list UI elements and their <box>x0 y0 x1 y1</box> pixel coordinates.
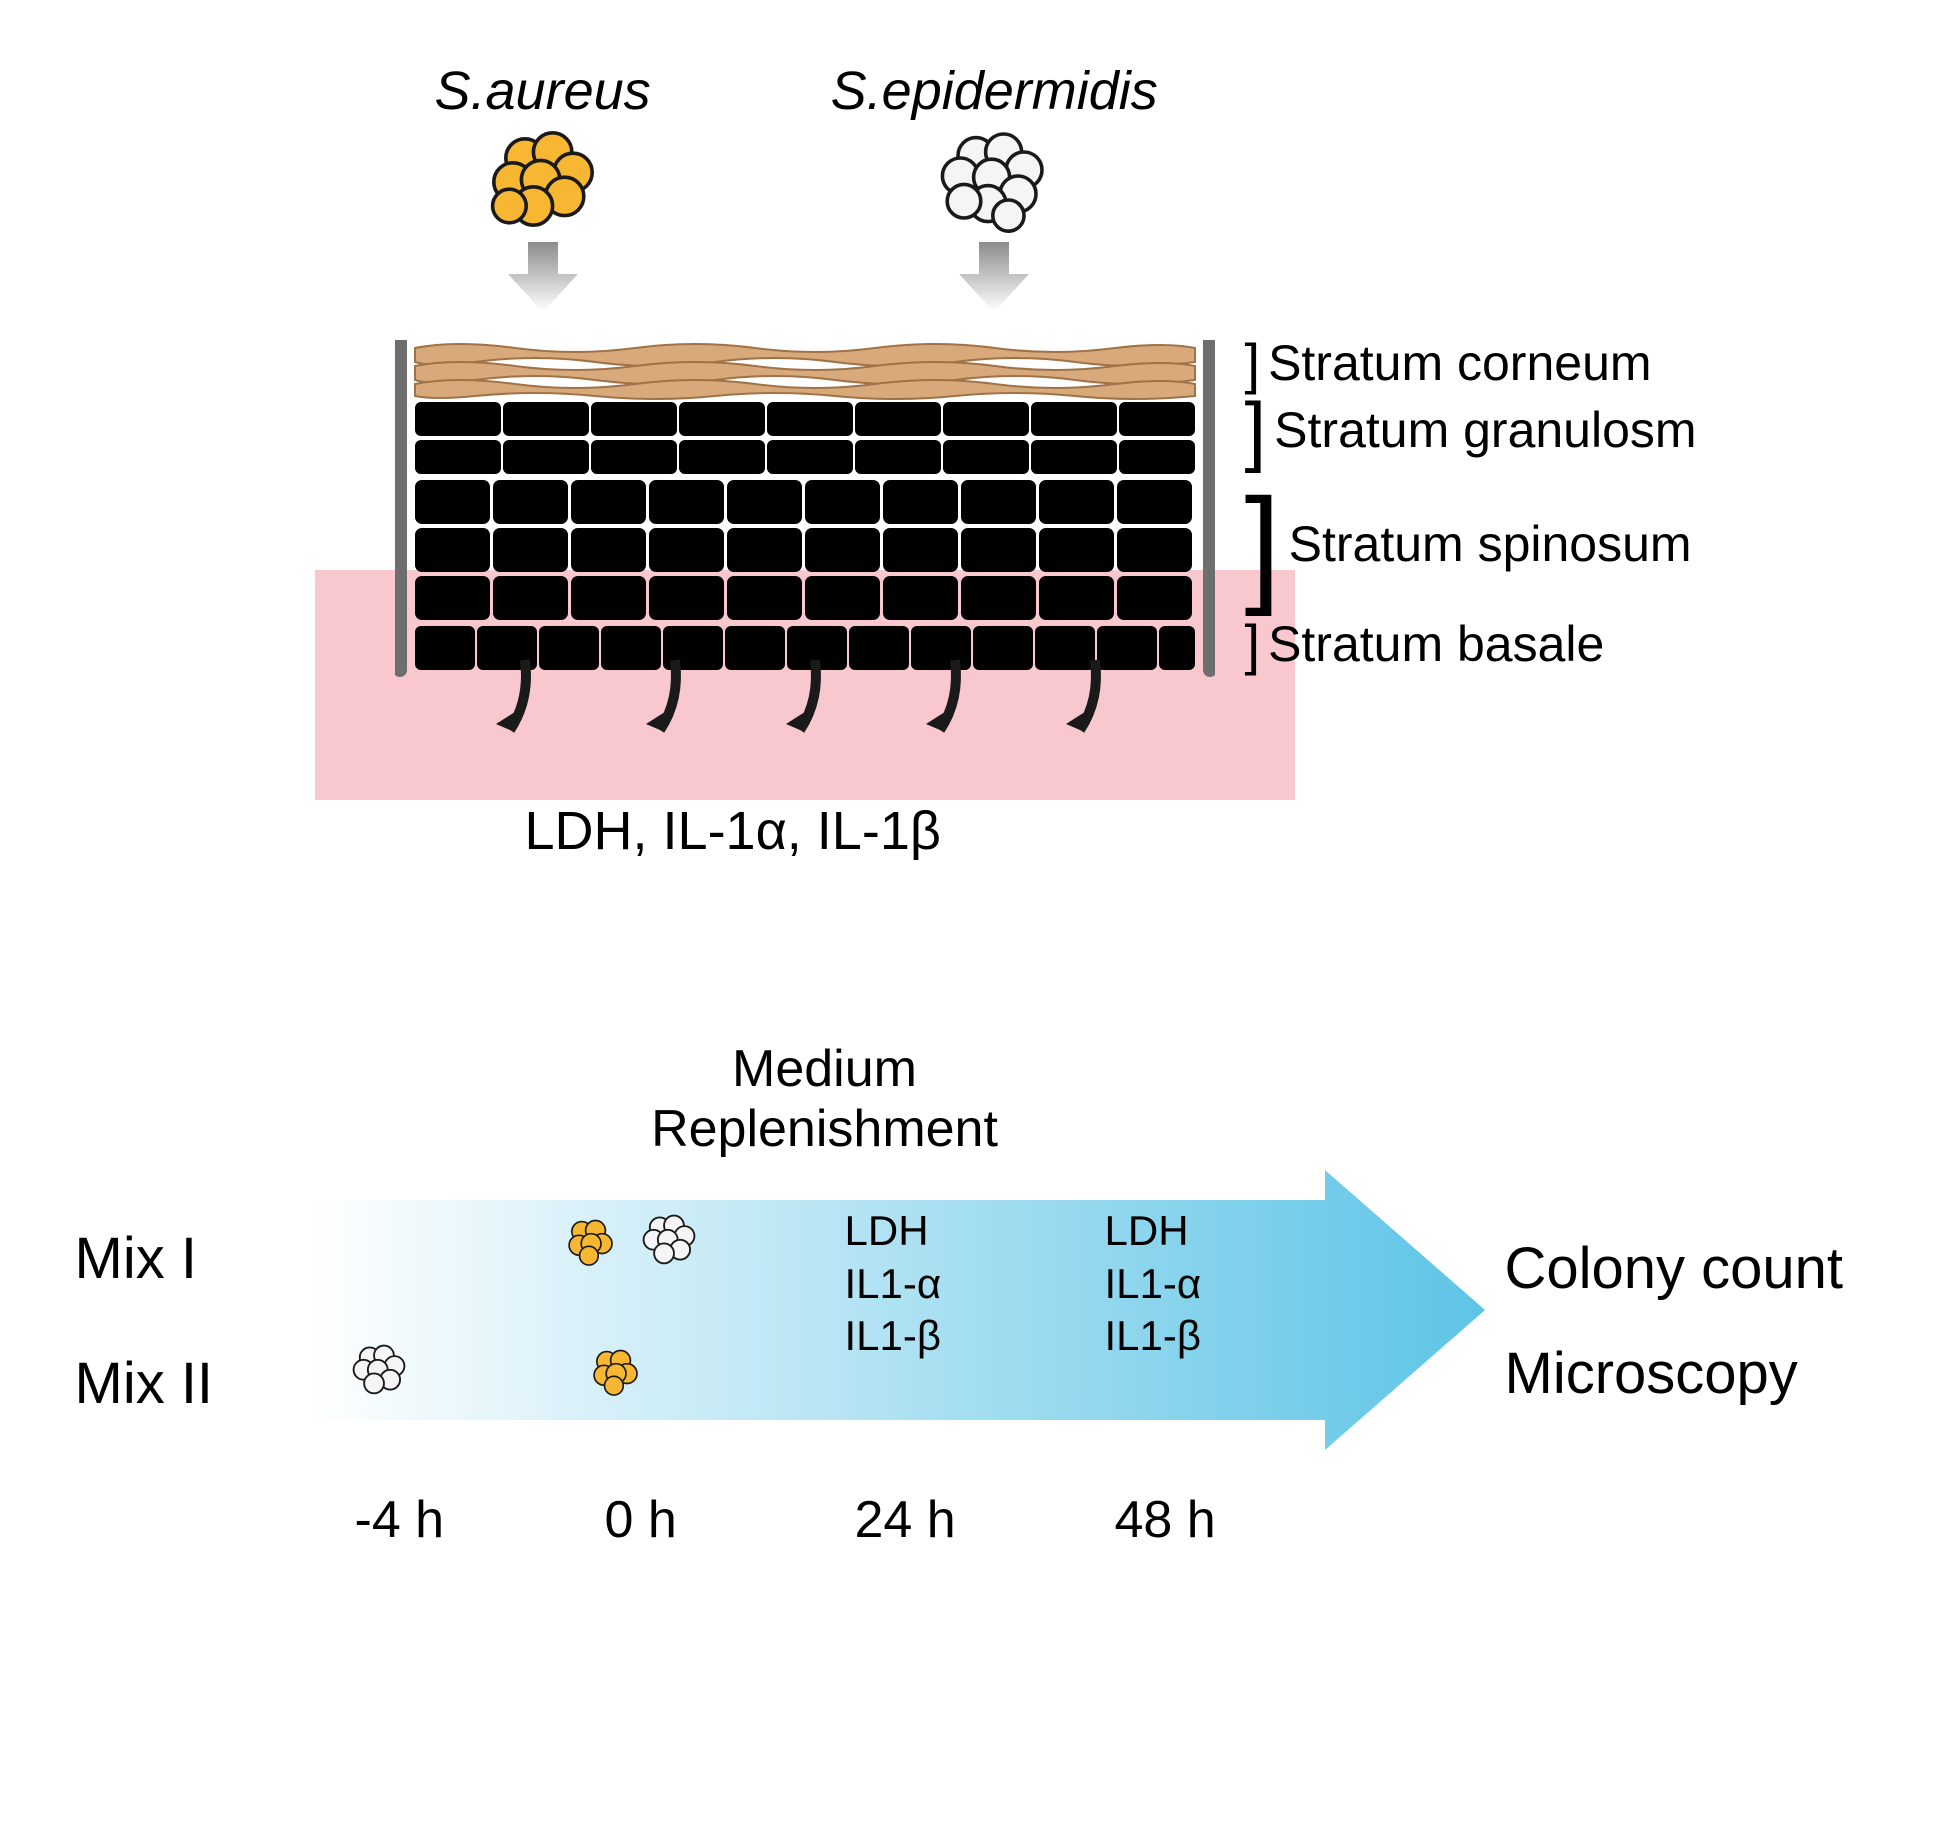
measurements-24h: LDH IL1-α IL1-β <box>845 1205 942 1363</box>
aureus-small-icon <box>560 1215 620 1270</box>
layer-labels: ] Stratum corneum ] Stratum granulosm ] … <box>1245 335 1697 669</box>
output-colony-count: Colony count <box>1505 1235 1844 1302</box>
secreted-markers-label: LDH, IL-1α, IL-1β <box>525 800 941 862</box>
replenishment-label: MediumReplenishment <box>625 1040 1025 1160</box>
measurements-48h: LDH IL1-α IL1-β <box>1105 1205 1202 1363</box>
label-granulosum: ] Stratum granulosm <box>1245 391 1697 469</box>
epidermidis-group: S.epidermidis <box>831 60 1158 312</box>
bracket-icon: ] <box>1245 612 1261 677</box>
label-basale: ] Stratum basale <box>1245 619 1697 669</box>
skin-model-diagram: S.aureus S.epidermidis <box>175 60 1775 960</box>
epi-small-icon <box>635 1210 703 1272</box>
time-0h: 0 h <box>605 1490 677 1550</box>
output-microscopy: Microscopy <box>1505 1340 1798 1407</box>
bracket-icon: ] <box>1245 385 1267 476</box>
mix2-label: Mix II <box>75 1350 214 1417</box>
aureus-label: S.aureus <box>435 60 651 122</box>
down-arrow-icon <box>954 242 1034 312</box>
time-minus4h: -4 h <box>355 1490 445 1550</box>
epi-small-icon <box>345 1340 413 1402</box>
time-48h: 48 h <box>1115 1490 1216 1550</box>
epidermidis-label: S.epidermidis <box>831 60 1158 122</box>
down-arrow-icon <box>503 242 583 312</box>
aureus-group: S.aureus <box>435 60 651 312</box>
experiment-timeline: MediumReplenishment Mix I Mix II LDH IL1… <box>75 1040 1875 1560</box>
epidermidis-icon <box>929 122 1059 242</box>
time-24h: 24 h <box>855 1490 956 1550</box>
bacteria-header: S.aureus S.epidermidis <box>435 60 1158 312</box>
aureus-small-icon <box>585 1345 645 1400</box>
bracket-icon: ] <box>1245 486 1281 603</box>
aureus-icon <box>478 122 608 242</box>
label-corneum: ] Stratum corneum <box>1245 335 1697 391</box>
skin-cross-section <box>395 340 1215 760</box>
mix1-label: Mix I <box>75 1225 197 1292</box>
figure-root: S.aureus S.epidermidis <box>60 60 1889 1560</box>
label-spinosum: ] Stratum spinosum <box>1245 469 1697 619</box>
